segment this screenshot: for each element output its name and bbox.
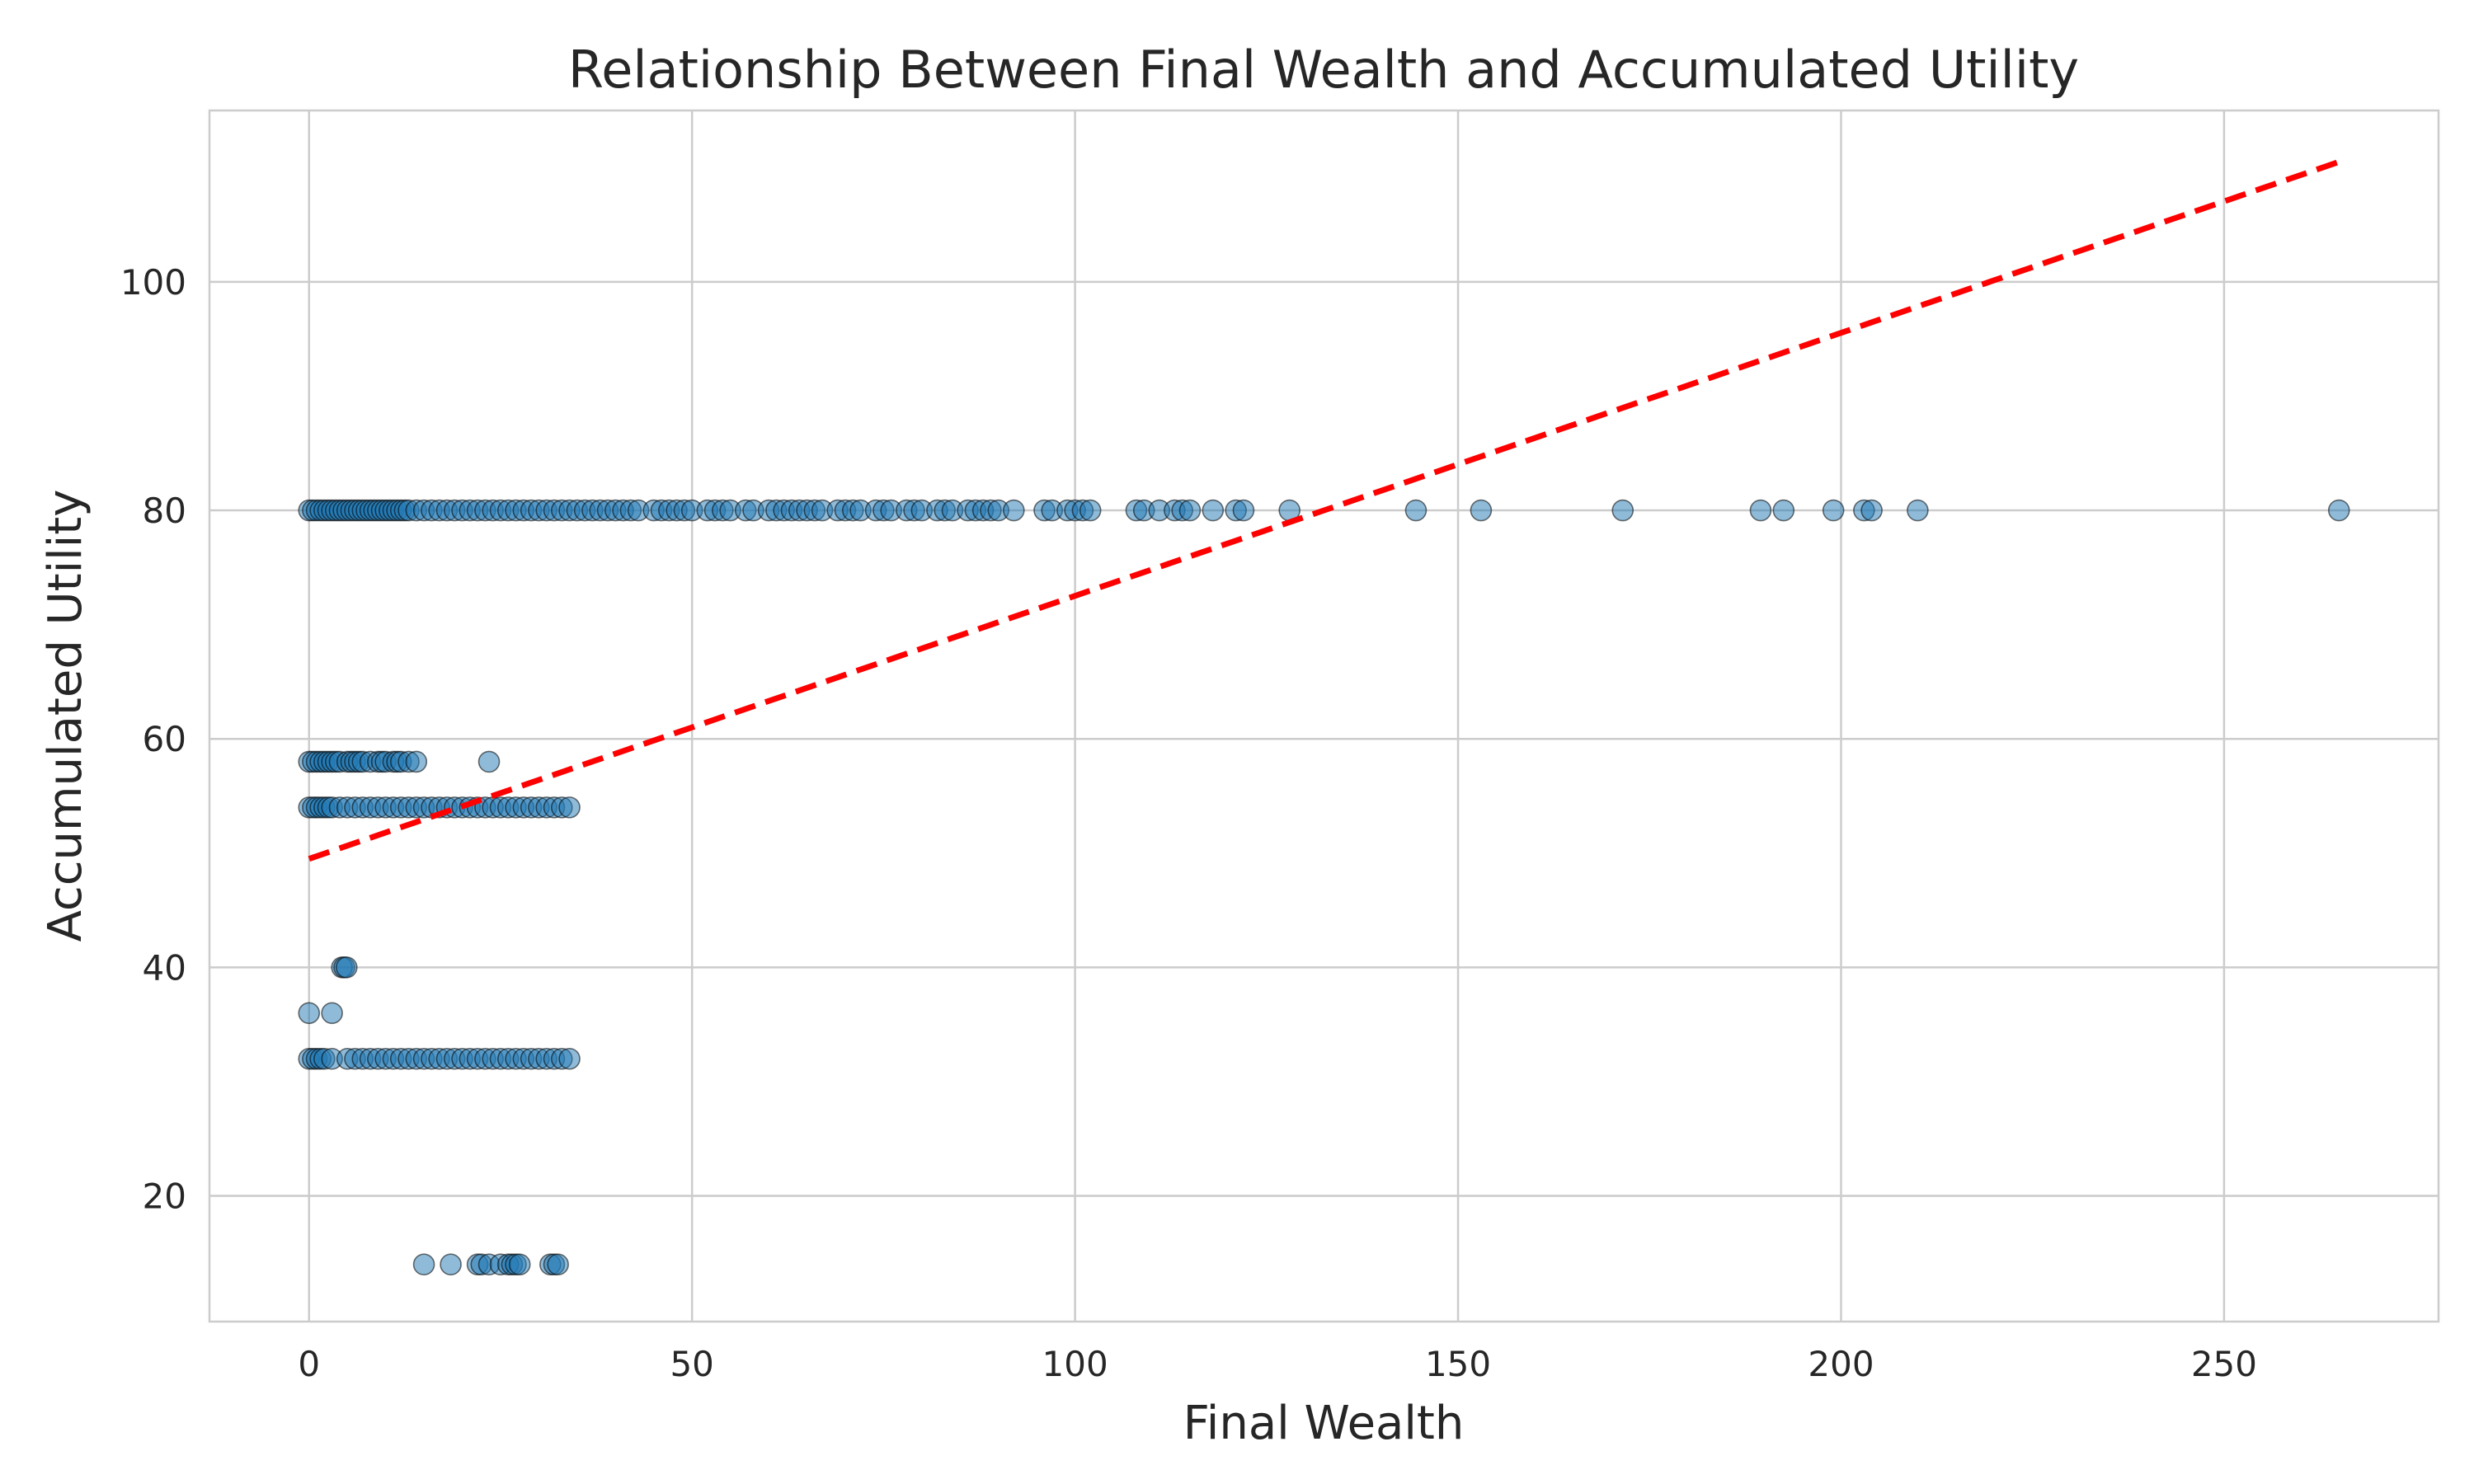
x-tick-label: 150 (1425, 1344, 1491, 1384)
y-tick-label: 80 (143, 491, 186, 531)
data-point (412, 1253, 435, 1276)
data-point (558, 796, 581, 819)
data-point (558, 1047, 581, 1070)
data-point (2327, 499, 2350, 522)
y-tick-label: 20 (143, 1176, 186, 1217)
data-point (1772, 499, 1795, 522)
grid (209, 110, 2439, 1322)
data-point (1232, 499, 1255, 522)
data-point (335, 956, 358, 979)
y-tick-label: 100 (120, 262, 186, 303)
data-point (1822, 499, 1845, 522)
y-axis-label: Accumulated Utility (39, 490, 92, 942)
data-point (1749, 499, 1772, 522)
y-tick-label: 60 (143, 719, 186, 759)
data-point (1611, 499, 1634, 522)
chart-title: Relationship Between Final Wealth and Ac… (568, 40, 2079, 100)
data-point (1860, 499, 1883, 522)
y-tick-label: 40 (143, 947, 186, 988)
data-point (547, 1253, 569, 1276)
x-axis-label: Final Wealth (1183, 1397, 1465, 1450)
data-point (1178, 499, 1202, 522)
x-tick-label: 0 (298, 1344, 320, 1384)
data-point (1202, 499, 1225, 522)
data-point (440, 1253, 462, 1276)
trend-line (308, 159, 2340, 862)
x-tick-label: 50 (670, 1344, 713, 1384)
x-tick-labels: 0 50 100 150 200 250 (298, 1344, 2257, 1384)
points (298, 499, 2350, 1276)
data-point (1404, 499, 1427, 522)
x-tick-label: 100 (1042, 1344, 1108, 1384)
data-point (508, 1253, 531, 1276)
data-point (1079, 499, 1102, 522)
data-point (298, 1002, 321, 1025)
x-tick-label: 250 (2191, 1344, 2257, 1384)
data-point (1470, 499, 1493, 522)
data-point (405, 750, 428, 773)
data-point (321, 1002, 343, 1025)
plot-frame (208, 109, 2440, 1323)
data-point (477, 750, 501, 773)
x-tick-label: 200 (1808, 1344, 1874, 1384)
data-point (1907, 499, 1929, 522)
data-point (1003, 499, 1025, 522)
y-tick-labels: 20 40 60 80 100 (120, 262, 186, 1217)
